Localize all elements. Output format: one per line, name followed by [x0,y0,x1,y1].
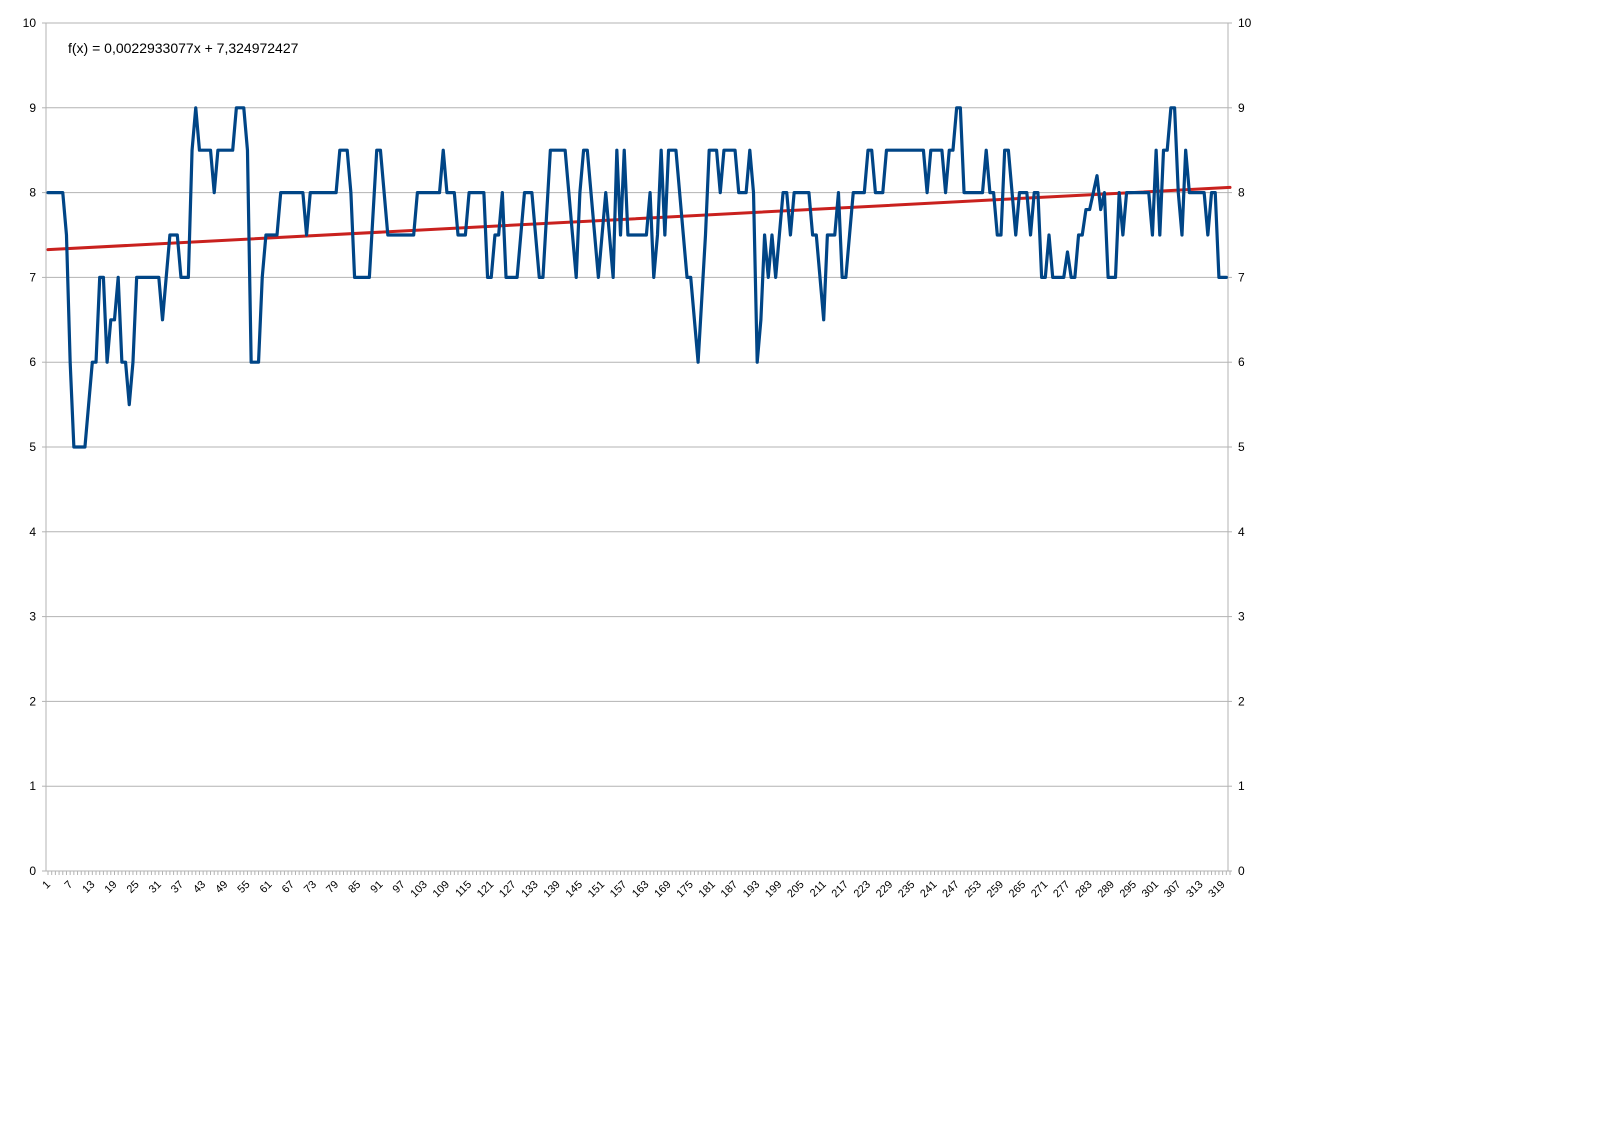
x-tick-label: 31 [147,879,164,896]
x-tick-label: 169 [652,879,673,900]
y-tick-label-right: 6 [1238,355,1245,369]
x-tick-label: 289 [1095,879,1116,900]
x-tick-label: 127 [497,879,518,900]
x-tick-label: 295 [1118,879,1139,900]
x-tick-label: 229 [874,879,895,900]
x-tick-label: 25 [125,879,142,896]
x-tick-label: 199 [763,879,784,900]
y-tick-label-right: 4 [1238,525,1245,539]
y-tick-label-left: 2 [29,694,36,708]
x-tick-label: 223 [852,879,873,900]
x-tick-label: 205 [785,879,806,900]
x-tick-label: 109 [431,879,452,900]
y-tick-label-left: 5 [29,440,36,454]
series-layer [46,106,1228,449]
y-tick-label-left: 3 [29,610,36,624]
x-tick-label: 211 [808,879,829,900]
gridlines [46,22,1228,872]
x-tick-label: 301 [1140,879,1161,900]
y-tick-label-right: 8 [1238,186,1245,200]
x-tick-label: 235 [896,879,917,900]
y-tick-label-right: 3 [1238,610,1245,624]
y-tick-label-right: 0 [1238,864,1245,878]
trendline [46,185,1232,252]
x-tick-label: 79 [324,879,341,896]
y-tick-label-left: 4 [29,525,36,539]
trendline-equation: f(x) = 0,0022933077x + 7,324972427 [68,40,299,56]
y-tick-label-left: 10 [23,16,37,30]
y-tick-label-right: 7 [1238,270,1245,284]
x-tick-label: 145 [564,879,585,900]
x-tick-label: 103 [408,879,429,900]
x-tick-label: 193 [741,879,762,900]
x-tick-label: 13 [80,879,97,896]
x-tick-label: 73 [302,879,319,896]
x-tick-label: 1 [40,879,53,892]
x-tick-label: 121 [475,879,496,900]
x-tick-label: 277 [1051,879,1072,900]
x-tick-label: 133 [519,879,540,900]
x-tick-label: 55 [235,879,252,896]
x-tick-label: 115 [453,879,474,900]
y-tick-label-right: 9 [1238,101,1245,115]
x-tick-label: 265 [1007,879,1028,900]
y-tick-label-left: 8 [29,186,36,200]
x-tick-label: 181 [697,879,718,900]
x-tick-label: 91 [368,879,385,896]
x-tick-label: 163 [630,879,651,900]
axes [42,22,1232,875]
x-tick-label: 253 [962,879,983,900]
x-tick-label: 151 [586,879,607,900]
x-tick-label: 67 [280,879,297,896]
x-tick-label: 259 [985,879,1006,900]
x-tick-label: 37 [169,879,186,896]
y-tick-label-left: 1 [29,779,36,793]
x-tick-label: 157 [608,879,629,900]
y-tick-label-left: 6 [29,355,36,369]
y-tick-label-left: 0 [29,864,36,878]
y-tick-label-right: 2 [1238,694,1245,708]
x-tick-label: 139 [541,879,562,900]
x-tick-label: 313 [1184,879,1205,900]
x-tick-label: 49 [213,879,230,896]
x-tick-label: 187 [719,879,740,900]
x-tick-label: 175 [674,879,695,900]
x-tick-label: 271 [1029,879,1050,900]
x-tick-label: 61 [258,879,275,896]
y-tick-label-left: 7 [29,270,36,284]
trendline-layer [46,185,1232,252]
y-tick-label-right: 1 [1238,779,1245,793]
x-tick-label: 7 [62,879,75,892]
x-tick-label: 19 [102,879,119,896]
x-tick-label: 217 [830,879,851,900]
x-tick-label: 319 [1206,879,1227,900]
x-tick-label: 307 [1162,879,1183,900]
x-tick-label: 283 [1073,879,1094,900]
y-tick-label-right: 5 [1238,440,1245,454]
y-tick-label-left: 9 [29,101,36,115]
x-tick-label: 97 [391,879,408,896]
series-line [46,106,1228,449]
x-tick-label: 241 [918,879,939,900]
x-tick-label: 247 [940,879,961,900]
x-tick-label: 85 [346,879,363,896]
x-tick-label: 43 [191,879,208,896]
y-tick-label-right: 10 [1238,16,1252,30]
